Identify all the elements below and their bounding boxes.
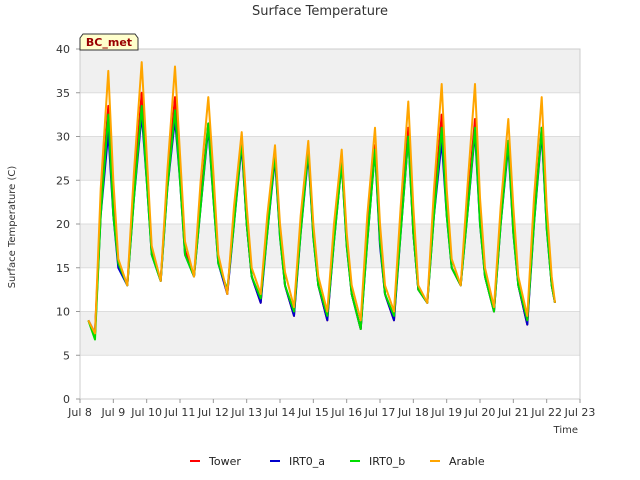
- legend-label: IRT0_b: [369, 455, 405, 468]
- station-badge-label: BC_met: [86, 36, 132, 49]
- y-tick-label: 35: [56, 87, 70, 100]
- x-tick-label: Jul 21: [497, 406, 529, 419]
- x-tick-label: Jul 8: [67, 406, 92, 419]
- y-tick-label: 15: [56, 262, 70, 275]
- station-badge-box: [79, 33, 139, 51]
- series-layer: [87, 61, 556, 341]
- y-axis-ticks: 0 5 10 15 20 25 30 35 40: [56, 43, 80, 406]
- legend-label: IRT0_a: [289, 455, 325, 468]
- series-line-arable: [87, 61, 556, 335]
- x-tick-label: Jul 17: [364, 406, 396, 419]
- y-tick-label: 20: [56, 218, 70, 231]
- x-tick-label: Jul 13: [230, 406, 262, 419]
- background-band: [80, 136, 580, 181]
- x-tick-label: Jul 12: [197, 406, 229, 419]
- y-axis-label: Surface Temperature (C): [7, 166, 18, 289]
- x-tick-label: Jul 22: [530, 406, 562, 419]
- y-tick-label: 10: [56, 306, 70, 319]
- x-tick-label: Jul 19: [430, 406, 462, 419]
- x-tick-label: Jul 20: [464, 406, 496, 419]
- x-tick-label: Jul 11: [164, 406, 196, 419]
- x-axis-label: Time: [553, 425, 578, 436]
- station-badge: BC_met: [79, 33, 139, 51]
- legend: Tower IRT0_a IRT0_b Arable: [190, 455, 485, 468]
- y-tick-label: 25: [56, 174, 70, 187]
- x-tick-label: Jul 9: [100, 406, 125, 419]
- x-axis-ticks: Jul 8 Jul 9 Jul 10 Jul 11 Jul 12 Jul 13 Jul 14…: [67, 399, 595, 419]
- background-band: [80, 311, 580, 356]
- x-tick-label: Jul 14: [264, 406, 296, 419]
- y-tick-label: 0: [63, 393, 70, 406]
- plot-background-bands: [80, 49, 580, 356]
- x-tick-label: Jul 15: [297, 406, 329, 419]
- legend-label: Tower: [208, 455, 241, 468]
- x-tick-label: Jul 18: [397, 406, 429, 419]
- legend-label: Arable: [449, 455, 485, 468]
- x-tick-label: Jul 10: [130, 406, 162, 419]
- chart-title: Surface Temperature: [252, 4, 388, 19]
- x-tick-label: Jul 16: [330, 406, 362, 419]
- x-tick-label: Jul 23: [564, 406, 596, 419]
- background-band: [80, 49, 580, 93]
- y-tick-label: 30: [56, 131, 70, 144]
- y-tick-label: 40: [56, 43, 70, 56]
- y-tick-label: 5: [63, 349, 70, 362]
